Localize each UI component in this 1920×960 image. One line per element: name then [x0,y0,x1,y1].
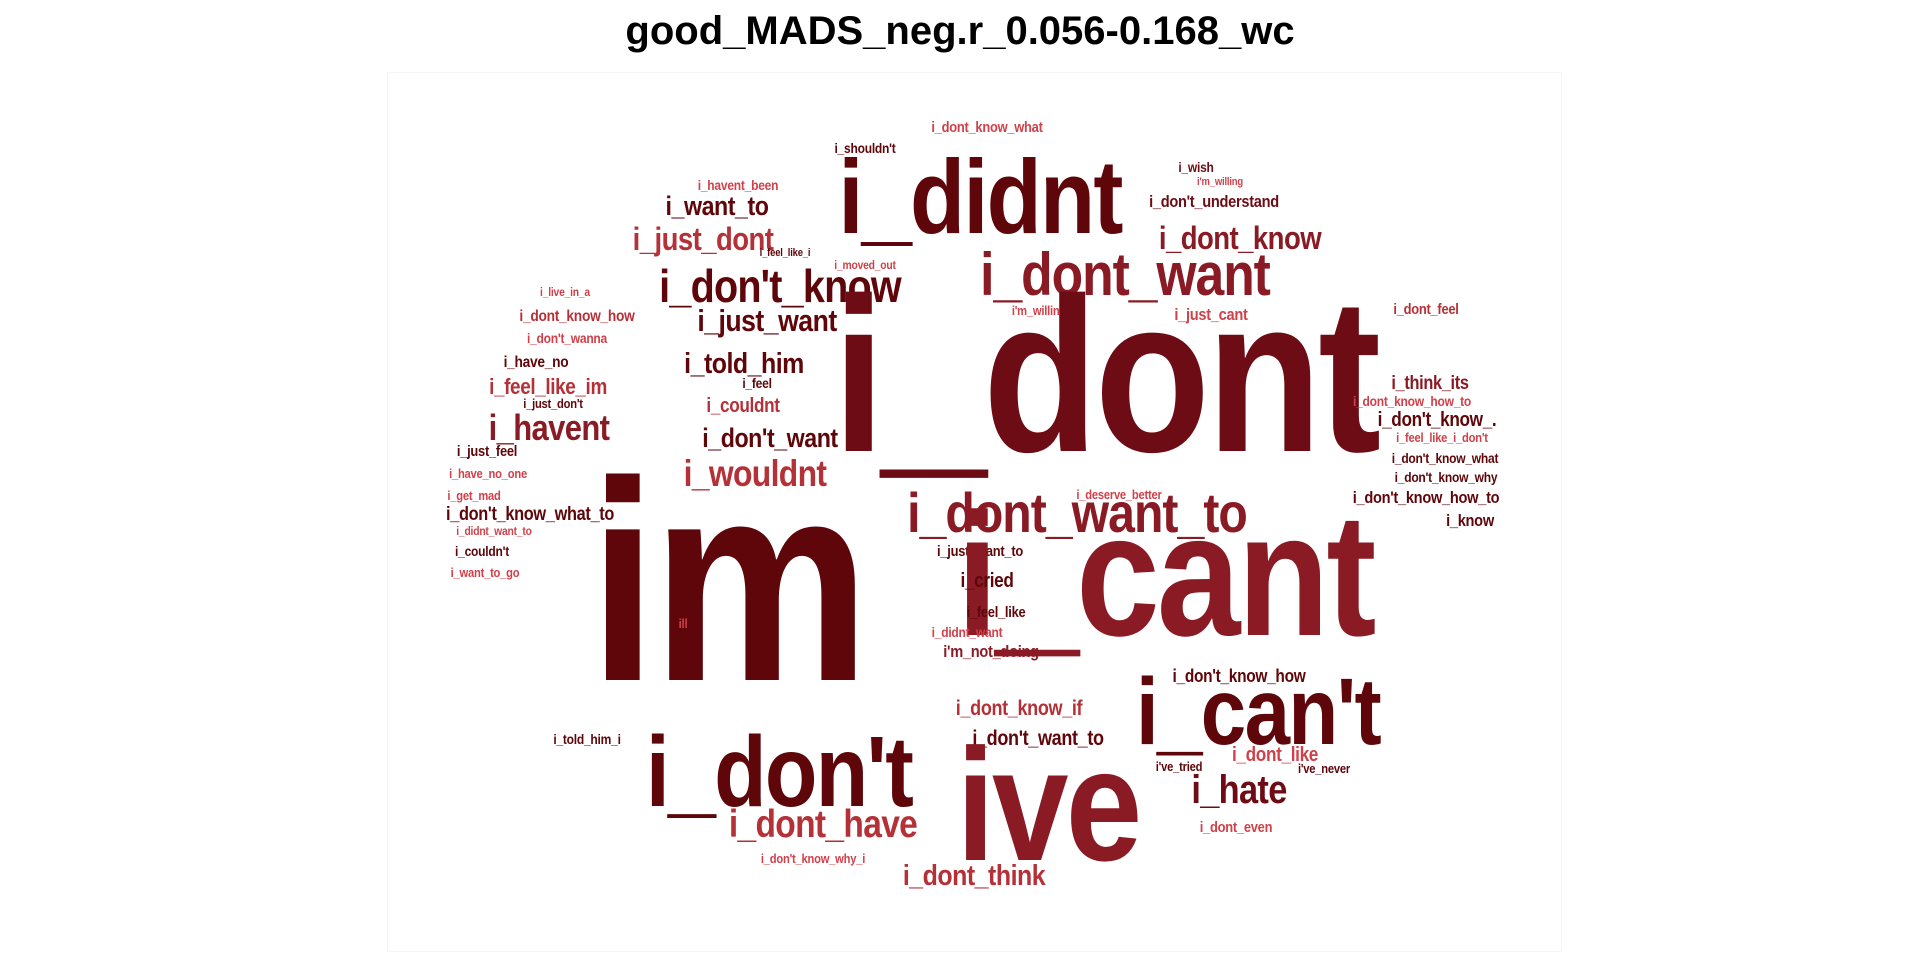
wordcloud-word: i_don't_want [702,423,838,453]
wordcloud-word: i_dont_have [728,803,918,846]
wordcloud-word: i_can't [1135,659,1382,765]
wordcloud-word: i_just_don't [523,396,583,411]
wordcloud-word: i_cried [960,570,1014,592]
wordcloud-word: i_know [1446,511,1494,530]
wordcloud-word: i_want_to_go [450,565,520,580]
wordcloud-word: i_don't_wanna [526,330,608,346]
wordcloud-word: i_havent_been [697,177,779,193]
wordcloud-word: i_didnt_want_to [456,524,532,538]
wordcloud-word: i_dont_think [902,860,1046,892]
wordcloud-word: i_told_him [684,348,804,380]
wordcloud-word: i_don't_know_why [1394,469,1498,485]
wordcloud-word: i_dont_feel [1393,301,1459,318]
wordcloud-word: i_don't_know_what [1391,450,1499,466]
wordcloud-panel [387,72,1562,952]
wordcloud-word: i_want_to [665,191,769,221]
wordcloud-word: i_wish [1178,159,1214,175]
wordcloud-word: i_cant [956,478,1377,673]
wordcloud-word: i_dont_know_how_to [1352,393,1472,409]
wordcloud-word: i_shouldn't [834,140,896,156]
wordcloud-word: i_havent [488,407,610,448]
wordcloud-word: i_get_mad [447,488,501,503]
wordcloud-word: i_wouldnt [683,453,827,494]
wordcloud-word: im [588,423,870,741]
wordcloud-word: i_dont_even [1199,819,1273,836]
wordcloud-word: i_feel [742,375,772,391]
wordcloud-word: i_don't_know [659,260,901,312]
wordcloud-word: i_didnt_want [931,624,1003,640]
wordcloud-word: i_didnt [838,139,1123,256]
wordcloud-word: i_told_him_i [553,731,621,747]
wordcloud-word: i_live_in_a [540,285,590,299]
wordcloud-word: i_don't_know_why_i [760,851,866,866]
wordcloud-word: i_don't_want_to [972,727,1104,750]
wordcloud-word: i_feel_like_i_don't [1396,430,1488,445]
wordcloud-word: i've_tried [1155,759,1203,774]
wordcloud-word: i_feel_like_i [759,247,811,259]
wordcloud-word: ill [678,616,688,631]
wordcloud-word: i_have_no_one [449,466,527,481]
wordcloud-word: i_don't_know_how [1172,666,1306,686]
wordcloud-word: ive [956,715,1142,894]
wordcloud-word: i_think_its [1391,373,1469,394]
wordcloud-word: i_don't_know_. [1377,409,1497,431]
wordcloud-word: i_dont_know [1158,220,1322,256]
wordcloud-word: i_don't_understand [1149,192,1279,211]
wordcloud-word: i_couldnt [706,395,780,417]
wordcloud-word: i_just_want [697,303,837,338]
wordcloud-word: i_dont_want_to [907,481,1248,544]
wordcloud-word: i'm_willing [1197,176,1243,188]
wordcloud-word: i'm_willing_to [1011,303,1083,318]
wordcloud-word: i_dont [832,252,1382,498]
wordcloud-word: i_dont_know_if [955,697,1083,720]
wordcloud-word: i_don't [645,716,914,828]
wordcloud-word: i_just_dont [632,221,774,257]
wordcloud-word: i_couldn't [455,543,509,559]
wordcloud-word: i_dont_know_how [519,308,635,325]
wordcloud-word: i_feel_like_im [489,374,607,399]
wordcloud-word: i_dont_like [1231,744,1319,766]
wordcloud-word: i_dont_want [980,241,1271,308]
wordcloud-word: i_don't_know_what_to [445,504,615,525]
figure-title: good_MADS_neg.r_0.056-0.168_wc [625,9,1295,53]
wordcloud-word: i_moved_out [834,258,896,272]
wordcloud-word: i_dont_know_what [931,119,1043,136]
wordcloud-word: i_just_cant [1174,305,1248,324]
wordcloud-word: i_just_feel [456,443,518,460]
wordcloud-word: i_have_no [503,354,569,371]
wordcloud-word: i_feel_like [966,604,1026,621]
wordcloud-word: i'm_not_doing [943,642,1039,661]
wordcloud-word: i_just_want_to [937,543,1023,560]
wordcloud-word: i've_never [1297,761,1351,776]
wordcloud-word: i_don't_know_how_to [1352,488,1500,507]
wordcloud-word: i_deserve_better [1076,487,1162,502]
wordcloud-word: i_hate [1191,768,1287,812]
